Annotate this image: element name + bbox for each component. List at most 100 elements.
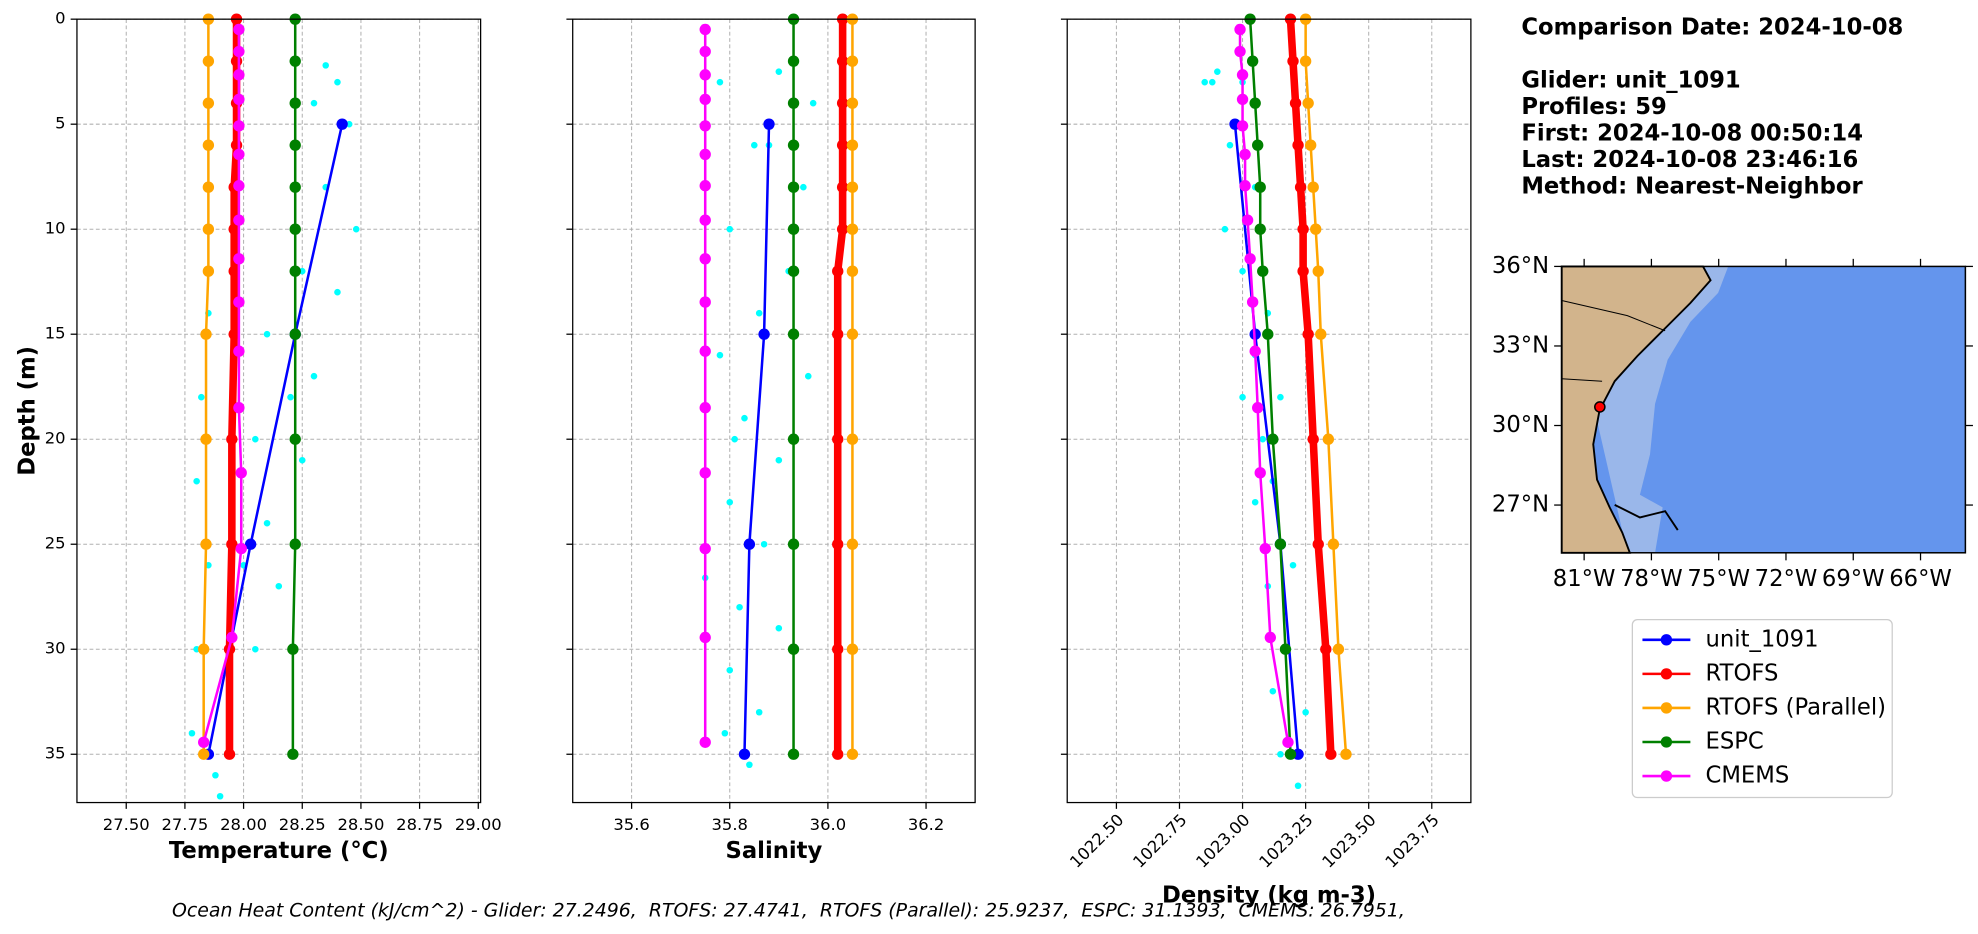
legend-marker: [1660, 668, 1673, 680]
glider-point: [1277, 393, 1284, 401]
profile-marker: [832, 643, 844, 655]
profile-marker: [787, 265, 800, 277]
glider-point: [716, 351, 724, 359]
profile-marker: [1254, 467, 1266, 479]
profile-marker: [233, 45, 245, 58]
profile-marker: [832, 265, 844, 277]
profile-marker: [233, 296, 245, 308]
profile-marker: [846, 433, 859, 445]
map-frame: [1560, 265, 1967, 554]
y-tick-label: 5: [55, 114, 65, 133]
info-line: First: 2024-10-08 00:50:14: [1521, 120, 1863, 146]
profile-marker: [699, 631, 711, 644]
profile-marker: [1322, 433, 1335, 445]
profile-marker: [1267, 433, 1279, 445]
map-lon-label: 72°W: [1755, 566, 1818, 592]
glider-point: [746, 761, 753, 769]
map-lat-label: 33°N: [1492, 332, 1549, 358]
profile-marker: [1312, 538, 1324, 550]
profile-marker: [233, 253, 245, 265]
profile-marker: [699, 736, 711, 748]
profile-marker: [1257, 265, 1269, 277]
x-tick-label: 36.0: [810, 815, 846, 834]
legend-label: RTOFS: [1706, 660, 1779, 686]
glider-point: [1251, 498, 1259, 506]
profile-marker: [1287, 55, 1299, 67]
glider-point: [755, 708, 763, 716]
profile-marker: [743, 538, 756, 550]
profile-marker: [235, 467, 247, 479]
glider-point: [1294, 782, 1302, 790]
profile-line: [202, 29, 243, 743]
profile-marker: [699, 120, 711, 132]
map-background: [1560, 265, 1967, 554]
profile-marker: [289, 328, 301, 340]
y-tick-label: 20: [45, 429, 66, 448]
glider-point: [193, 477, 200, 485]
profile-marker: [763, 118, 775, 130]
profile-marker: [699, 148, 711, 161]
x-tick-label: 1023.50: [1318, 810, 1379, 871]
y-tick-label: 15: [45, 324, 66, 343]
profile-marker: [336, 118, 348, 130]
glider-point: [721, 729, 729, 737]
axes-frame: [76, 18, 482, 804]
profile-marker: [836, 97, 849, 109]
x-tick-label: 28.50: [337, 815, 384, 834]
panel: 35.6 35.8 36.0 36.2 Salinity: [566, 13, 976, 864]
profile-marker: [233, 214, 245, 226]
y-tick-label: 10: [45, 219, 66, 238]
profile-marker: [289, 97, 301, 109]
profile-marker: [233, 120, 245, 132]
glider-point: [263, 519, 271, 527]
profile-line: [1304, 19, 1348, 755]
profile-marker: [1252, 139, 1264, 151]
profile-marker: [699, 214, 711, 226]
profile-marker: [699, 345, 711, 357]
profile-line: [202, 19, 210, 755]
profile-marker: [1299, 55, 1312, 67]
profile-marker: [1234, 23, 1246, 36]
glider-point: [716, 78, 724, 86]
y-tick-label: 35: [45, 744, 66, 763]
profile-marker: [1312, 265, 1324, 277]
glider-point: [1289, 561, 1297, 569]
map-lon-label: 78°W: [1620, 566, 1683, 592]
glider-point: [334, 78, 341, 86]
profile-line: [1286, 18, 1335, 755]
profile-marker: [198, 748, 210, 760]
profile-marker: [846, 265, 859, 277]
profile-marker: [289, 265, 301, 277]
axes-frame: [1066, 18, 1472, 804]
profile-marker: [758, 328, 770, 340]
glider-point: [741, 414, 748, 422]
profile-line: [833, 19, 847, 755]
glider-point: [775, 624, 783, 632]
profile-marker: [202, 223, 215, 235]
glider-point: [1226, 141, 1234, 149]
profile-marker: [200, 433, 212, 445]
glider-point: [809, 99, 817, 107]
glider-point: [751, 141, 758, 149]
y-tick-label: 30: [45, 639, 66, 658]
profile-marker: [1284, 748, 1297, 760]
x-tick-label: 28.00: [220, 815, 267, 834]
legend-marker: [1660, 634, 1673, 646]
profile-marker: [233, 23, 245, 36]
glider-point: [310, 99, 318, 107]
profile-marker: [1241, 214, 1254, 226]
glider-point: [310, 372, 318, 380]
glider-point: [334, 288, 341, 296]
profile-marker: [699, 180, 711, 192]
glider-point: [216, 792, 224, 800]
glider-point: [352, 225, 360, 233]
info-line: Profiles: 59: [1521, 94, 1666, 120]
profile-marker: [846, 97, 859, 109]
glider-point: [800, 183, 807, 191]
profile-marker: [787, 433, 800, 445]
profile-marker: [1297, 265, 1309, 277]
glider-point: [263, 330, 271, 338]
x-tick-label: 28.25: [279, 815, 326, 834]
profile-marker: [787, 328, 800, 340]
